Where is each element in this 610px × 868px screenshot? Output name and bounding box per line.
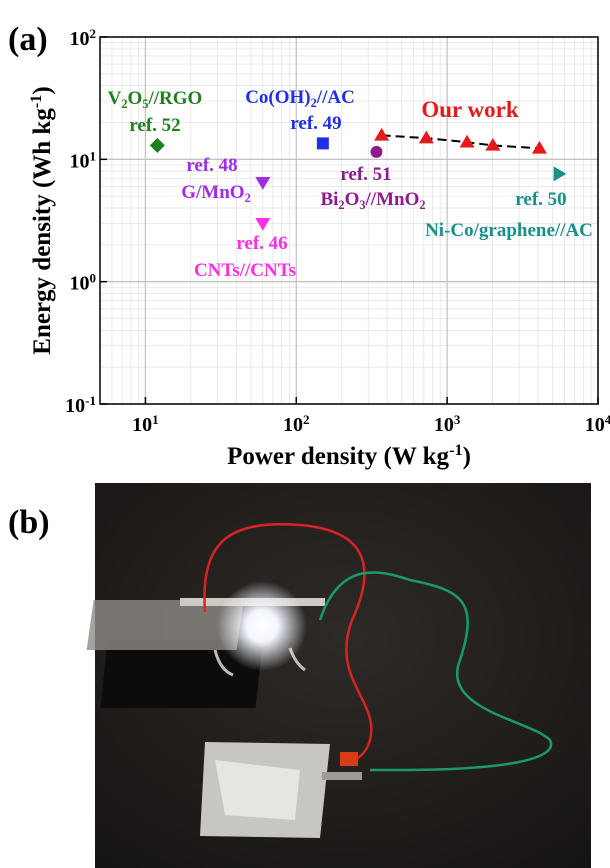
text-part: 4 xyxy=(605,412,610,427)
annotation: ref. 49 xyxy=(290,113,341,134)
marker xyxy=(419,131,434,144)
text-part: -1 xyxy=(27,95,45,109)
x-tick-label: 104 xyxy=(585,412,610,436)
text-part: //MnO xyxy=(365,189,420,210)
text-part: O xyxy=(345,189,360,210)
annotation: Our work xyxy=(421,97,519,122)
text-part: Bi xyxy=(320,189,338,210)
text-part: ref. 48 xyxy=(186,155,237,176)
text-part: 10 xyxy=(65,395,85,417)
text-part: 1 xyxy=(152,412,159,427)
text-part: 10 xyxy=(132,414,152,436)
text-part: -1 xyxy=(449,441,463,459)
y-axis-label: Energy density (Wh kg-1) xyxy=(27,86,56,354)
annotation: ref. 46 xyxy=(236,233,287,254)
annotation: ref. 51 xyxy=(340,164,391,185)
text-part: 0 xyxy=(90,271,97,286)
text-part: 2 xyxy=(303,412,310,427)
text-part: Power density (W kg xyxy=(227,443,449,470)
annotation: Bi2O3//MnO2 xyxy=(320,189,425,212)
annotation: Co(OH)2//AC xyxy=(245,87,355,110)
text-part: CNTs//CNTs xyxy=(194,260,296,281)
text-part: 2 xyxy=(90,26,97,41)
text-part: 10 xyxy=(585,414,605,436)
text-part: Our work xyxy=(421,97,519,122)
panel-label: (a) xyxy=(8,21,48,58)
text-part: ref. 52 xyxy=(129,115,180,136)
annotation: G/MnO2 xyxy=(181,182,251,205)
text-part: ref. 46 xyxy=(236,233,287,254)
text-part: 10 xyxy=(70,273,90,295)
text-part: O xyxy=(128,88,143,109)
y-tick-label: 10-1 xyxy=(65,393,96,417)
photo xyxy=(87,483,591,868)
x-tick-label: 103 xyxy=(434,412,461,436)
text-part: G/MnO xyxy=(181,182,244,203)
annotation: ref. 48 xyxy=(186,155,237,176)
marker xyxy=(317,137,329,149)
text-part: Energy density (Wh kg xyxy=(29,108,56,355)
text-part: //AC xyxy=(316,87,355,108)
x-tick-label: 102 xyxy=(283,412,310,436)
text-part: V xyxy=(108,88,122,109)
text-part: 2 xyxy=(245,191,251,205)
text-part: 10 xyxy=(70,28,90,50)
text-part: ) xyxy=(463,443,471,470)
text-part: ref. 51 xyxy=(340,164,391,185)
annotation: ref. 52 xyxy=(129,115,180,136)
marker xyxy=(532,141,547,154)
text-part: 3 xyxy=(454,412,461,427)
annotation: Ni-Co/graphene//AC xyxy=(425,220,593,241)
text-part: 10 xyxy=(70,150,90,172)
marker xyxy=(460,135,475,148)
x-tick-label: 101 xyxy=(132,412,159,436)
text-part: //RGO xyxy=(148,88,203,109)
text-part: ref. 49 xyxy=(290,113,341,134)
text-part: -1 xyxy=(85,393,96,408)
text-part: 10 xyxy=(434,414,454,436)
x-axis-label: Power density (W kg-1) xyxy=(227,441,471,470)
text-part: 1 xyxy=(90,148,97,163)
text-part: ) xyxy=(29,86,56,94)
annotation: CNTs//CNTs xyxy=(194,260,296,281)
marker xyxy=(255,218,270,231)
marker xyxy=(255,177,270,190)
text-part: Ni-Co/graphene//AC xyxy=(425,220,593,241)
y-tick-label: 102 xyxy=(70,26,97,50)
text-part: ref. 50 xyxy=(515,189,566,210)
marker xyxy=(370,146,382,158)
panel-label: (b) xyxy=(8,504,50,541)
marker xyxy=(150,138,165,153)
annotation: ref. 50 xyxy=(515,189,566,210)
text-part: 2 xyxy=(419,198,425,212)
y-tick-label: 100 xyxy=(70,271,97,295)
figure: (a) (b) 10110210310410-1100101102Power d… xyxy=(0,0,610,868)
y-tick-label: 101 xyxy=(70,148,97,172)
text-part: 10 xyxy=(283,414,303,436)
text-part: Co(OH) xyxy=(245,87,310,108)
